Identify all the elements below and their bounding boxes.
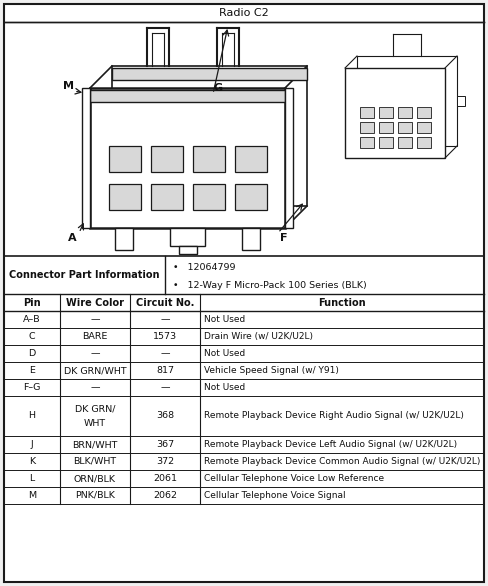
Bar bbox=[150, 146, 183, 172]
Text: Wire Color: Wire Color bbox=[66, 298, 124, 308]
Text: K: K bbox=[29, 457, 35, 466]
Text: 2061: 2061 bbox=[153, 474, 177, 483]
Text: E: E bbox=[29, 366, 35, 375]
Bar bbox=[4, 362, 484, 379]
Bar bbox=[90, 90, 285, 102]
Text: L: L bbox=[29, 474, 35, 483]
Bar bbox=[457, 96, 465, 106]
Text: Remote Playback Device Common Audio Signal (w/ U2K/U2L): Remote Playback Device Common Audio Sign… bbox=[204, 457, 480, 466]
Bar bbox=[235, 146, 266, 172]
Bar bbox=[179, 246, 197, 254]
Text: Remote Playback Device Right Audio Signal (w/ U2K/U2L): Remote Playback Device Right Audio Signa… bbox=[204, 411, 464, 421]
Bar bbox=[4, 328, 484, 345]
Bar bbox=[112, 68, 307, 80]
Bar bbox=[108, 184, 141, 210]
Text: •   12064799: • 12064799 bbox=[173, 264, 236, 272]
Text: —: — bbox=[90, 315, 100, 324]
Bar bbox=[192, 146, 224, 172]
Text: Not Used: Not Used bbox=[204, 315, 245, 324]
Text: Vehicle Speed Signal (w/ Y91): Vehicle Speed Signal (w/ Y91) bbox=[204, 366, 339, 375]
Text: Pin: Pin bbox=[23, 298, 41, 308]
Bar bbox=[170, 228, 205, 246]
Bar bbox=[4, 396, 484, 436]
Bar bbox=[4, 379, 484, 396]
Bar bbox=[4, 453, 484, 470]
Bar bbox=[112, 66, 307, 206]
Text: F–G: F–G bbox=[23, 383, 41, 392]
Bar bbox=[398, 107, 411, 118]
Bar bbox=[235, 184, 266, 210]
Bar bbox=[285, 88, 293, 228]
Text: A–B: A–B bbox=[23, 315, 41, 324]
Text: —: — bbox=[160, 349, 170, 358]
Text: Not Used: Not Used bbox=[204, 349, 245, 358]
Text: —: — bbox=[90, 349, 100, 358]
Bar bbox=[398, 137, 411, 148]
Text: Radio C2: Radio C2 bbox=[219, 8, 269, 18]
Bar bbox=[360, 122, 373, 133]
Text: H: H bbox=[28, 411, 36, 421]
Bar bbox=[150, 184, 183, 210]
Bar bbox=[115, 228, 133, 250]
Text: PNK/BLK: PNK/BLK bbox=[75, 491, 115, 500]
Text: Cellular Telephone Voice Signal: Cellular Telephone Voice Signal bbox=[204, 491, 346, 500]
Bar bbox=[108, 146, 141, 172]
Text: F: F bbox=[280, 233, 288, 243]
Bar bbox=[357, 56, 457, 146]
Bar bbox=[242, 228, 260, 250]
Bar bbox=[416, 137, 430, 148]
Text: A: A bbox=[68, 233, 76, 243]
Text: DK GRN/: DK GRN/ bbox=[75, 404, 115, 414]
Text: DK GRN/WHT: DK GRN/WHT bbox=[64, 366, 126, 375]
Text: M: M bbox=[62, 81, 74, 91]
Bar bbox=[416, 107, 430, 118]
Bar bbox=[82, 88, 90, 228]
Bar bbox=[4, 345, 484, 362]
Text: ORN/BLK: ORN/BLK bbox=[74, 474, 116, 483]
Text: —: — bbox=[160, 315, 170, 324]
Bar bbox=[398, 122, 411, 133]
Bar bbox=[90, 88, 285, 228]
Text: Not Used: Not Used bbox=[204, 383, 245, 392]
Bar bbox=[4, 487, 484, 504]
Text: 817: 817 bbox=[156, 366, 174, 375]
Bar bbox=[379, 107, 392, 118]
Text: Cellular Telephone Voice Low Reference: Cellular Telephone Voice Low Reference bbox=[204, 474, 384, 483]
Bar bbox=[345, 68, 445, 158]
Bar bbox=[379, 137, 392, 148]
Text: —: — bbox=[90, 383, 100, 392]
Bar bbox=[379, 122, 392, 133]
Text: WHT: WHT bbox=[84, 418, 106, 428]
Text: Circuit No.: Circuit No. bbox=[136, 298, 194, 308]
Text: 1573: 1573 bbox=[153, 332, 177, 341]
Text: J: J bbox=[31, 440, 33, 449]
Bar bbox=[4, 311, 484, 328]
Bar bbox=[192, 184, 224, 210]
Text: G: G bbox=[213, 83, 223, 93]
Bar bbox=[360, 137, 373, 148]
Text: 368: 368 bbox=[156, 411, 174, 421]
Text: BARE: BARE bbox=[82, 332, 108, 341]
Text: Drain Wire (w/ U2K/U2L): Drain Wire (w/ U2K/U2L) bbox=[204, 332, 313, 341]
Text: Connector Part Information: Connector Part Information bbox=[9, 270, 159, 280]
Text: 372: 372 bbox=[156, 457, 174, 466]
Text: Function: Function bbox=[318, 298, 366, 308]
Text: 367: 367 bbox=[156, 440, 174, 449]
Bar bbox=[416, 122, 430, 133]
Text: •   12-Way F Micro-Pack 100 Series (BLK): • 12-Way F Micro-Pack 100 Series (BLK) bbox=[173, 281, 367, 291]
Text: 2062: 2062 bbox=[153, 491, 177, 500]
Text: D: D bbox=[28, 349, 36, 358]
Text: BLK/WHT: BLK/WHT bbox=[73, 457, 117, 466]
Text: —: — bbox=[160, 383, 170, 392]
Text: M: M bbox=[28, 491, 36, 500]
Bar bbox=[4, 470, 484, 487]
Text: Remote Playback Device Left Audio Signal (w/ U2K/U2L): Remote Playback Device Left Audio Signal… bbox=[204, 440, 457, 449]
Bar bbox=[4, 436, 484, 453]
Text: BRN/WHT: BRN/WHT bbox=[72, 440, 118, 449]
Text: C: C bbox=[29, 332, 35, 341]
Bar bbox=[360, 107, 373, 118]
